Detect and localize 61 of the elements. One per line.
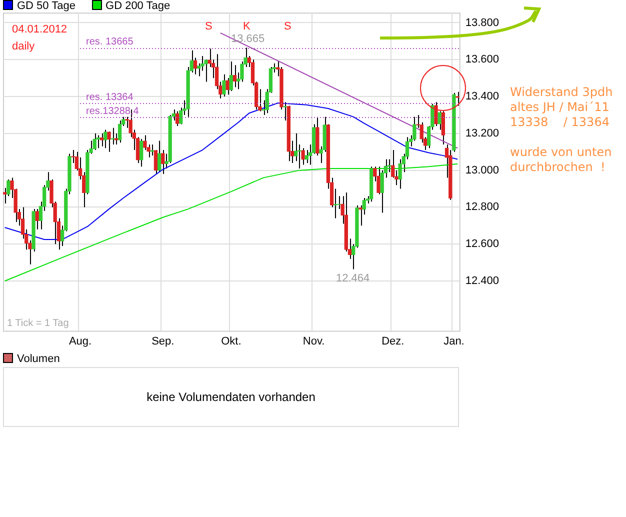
y-tick-label: 13.000 [465, 164, 500, 176]
y-tick-label: 13.400 [465, 90, 500, 103]
x-tick-label: Sep. [152, 335, 174, 348]
candlestick [100, 132, 104, 147]
candlestick [92, 132, 96, 151]
candlestick [150, 144, 154, 156]
x-tick-label: Okt. [221, 335, 242, 348]
candlestick [226, 78, 230, 96]
candlestick [441, 110, 446, 145]
candlestick [204, 59, 208, 82]
candlestick [434, 102, 438, 127]
annotation: 1 Tick = 1 Tag [7, 318, 69, 329]
candlestick [337, 196, 341, 210]
candlestick [456, 91, 460, 106]
candlestick [175, 110, 180, 127]
candlestick [232, 64, 237, 88]
y-tick-label: 12.600 [465, 238, 500, 250]
text: Widerstand 3pdh altes JH / Mai´11 13338 / 13364 wurde von unten durchbrochen ! [510, 85, 613, 174]
candlestick [301, 148, 305, 166]
y-tick-label: 13.200 [465, 127, 500, 140]
candlestick [283, 102, 287, 122]
annotation: daily [12, 40, 36, 53]
candlestick [118, 120, 122, 144]
annotation: 04.01.2012 [12, 24, 68, 36]
ref-line-label: res. 13364 [86, 92, 134, 103]
candlestick [229, 60, 234, 92]
y-tick-label: 12.800 [465, 201, 500, 214]
annotation: 13.665 [231, 33, 265, 46]
legend-label: GD 50 Tage [16, 0, 76, 12]
candlestick [358, 204, 362, 226]
candlestick [334, 188, 338, 219]
candlestick [143, 134, 147, 151]
candlestick [107, 131, 111, 152]
candlestick [222, 74, 226, 98]
candlestick [104, 129, 108, 149]
x-tick-label: Nov. [302, 335, 325, 348]
x-tick-label: Dez. [382, 335, 404, 348]
x-tick-label: Jan. [444, 335, 464, 348]
y-tick-label: 12.400 [465, 275, 500, 288]
candlestick [438, 110, 442, 130]
candlestick [157, 140, 162, 173]
text: keine Volumendaten vorhanden [3, 367, 459, 427]
annotation: K [243, 20, 251, 33]
ref-line-label: res. 13665 [86, 36, 134, 48]
y-tick-label: 13.800 [465, 16, 500, 29]
candlestick [193, 57, 198, 75]
candlestick [3, 187, 7, 204]
annotation: S [284, 20, 292, 33]
annotation: S [205, 20, 212, 33]
text: Volumen [16, 353, 60, 365]
candlestick [35, 208, 39, 230]
candlestick [96, 134, 100, 149]
legend-label: GD 200 Tage [104, 0, 170, 12]
y-tick-label: 13.600 [465, 54, 500, 66]
annotation: 12.464 [336, 272, 370, 285]
x-tick-label: Aug. [68, 335, 92, 348]
candlestick [140, 138, 144, 168]
candlestick [380, 170, 384, 214]
candlestick [376, 166, 380, 195]
candlestick [161, 150, 165, 175]
candlestick [398, 158, 402, 190]
